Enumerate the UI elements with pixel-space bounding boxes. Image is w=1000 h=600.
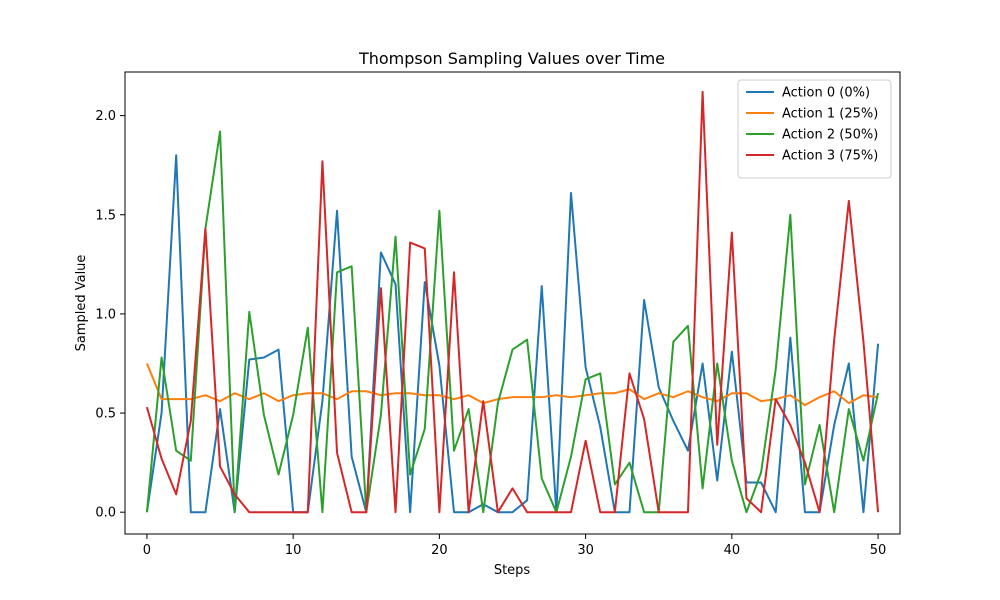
axes-frame [124, 71, 901, 535]
x-tick-label: 50 [870, 543, 887, 558]
legend-label-1: Action 1 (25%) [782, 107, 878, 122]
x-tick-label: 10 [285, 543, 302, 558]
series-line-2 [145, 130, 880, 514]
x-axis-label: Steps [494, 563, 531, 578]
legend-box [737, 79, 892, 179]
series-line-3 [145, 90, 880, 514]
x-tick-label: 0 [143, 543, 151, 558]
y-axis: 0.0 0.5 1.0 1.5 2.0 [95, 109, 125, 521]
x-axis: 0 10 20 30 40 50 [143, 534, 887, 558]
legend-label-0: Action 0 (0%) [782, 86, 870, 101]
x-tick-label: 40 [724, 543, 741, 558]
x-tick-label: 30 [577, 543, 594, 558]
y-tick-label: 1.5 [95, 208, 116, 223]
y-axis-label: Sampled Value [74, 255, 89, 352]
y-tick-label: 0.0 [95, 506, 116, 521]
y-tick-label: 2.0 [95, 109, 116, 124]
y-tick-label: 1.0 [95, 307, 116, 322]
chart-title: Thompson Sampling Values over Time [358, 49, 665, 68]
legend-label-2: Action 2 (50%) [782, 128, 878, 143]
legend: Action 0 (0%) Action 1 (25%) Action 2 (50%… [737, 79, 892, 179]
series-line-1 [146, 363, 879, 407]
series-line-0 [145, 154, 880, 514]
x-tick-label: 20 [431, 543, 448, 558]
plot-area [145, 90, 880, 514]
legend-label-3: Action 3 (75%) [782, 149, 878, 164]
y-tick-label: 0.5 [95, 407, 116, 422]
